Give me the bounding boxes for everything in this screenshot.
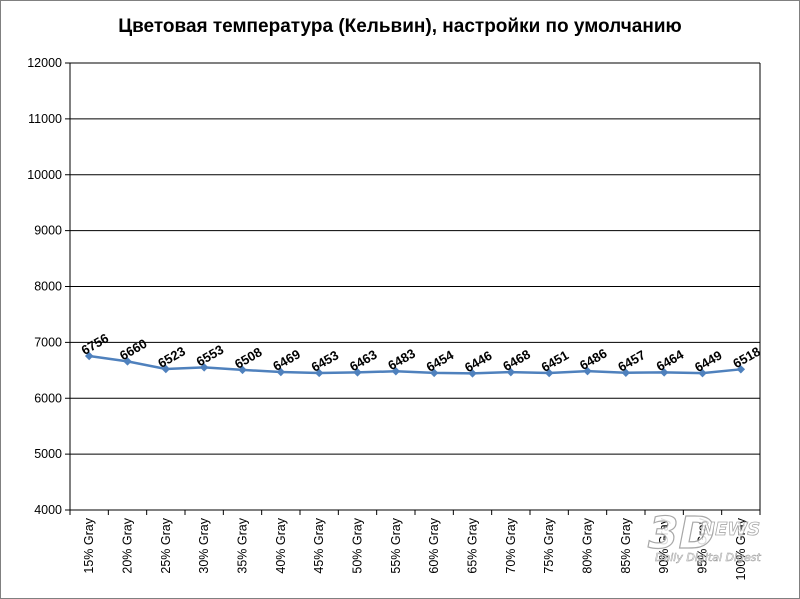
data-label: 6508 (232, 344, 265, 371)
data-label: 6451 (539, 347, 572, 374)
data-label: 6756 (79, 330, 112, 357)
y-tick-label: 5000 (34, 447, 62, 461)
series-line-path (88, 354, 741, 375)
x-tick-label: 30% Gray (197, 517, 211, 573)
watermark-logo: 3D NEWS Daily Digital Digest (647, 507, 762, 564)
y-tick-label: 4000 (34, 503, 62, 517)
y-tick-label: 11000 (28, 112, 62, 126)
x-tick-label: 20% Gray (121, 517, 135, 573)
x-tick-labels: 15% Gray 20% Gray 25% Gray 30% Gray 35% Gray… (82, 517, 748, 580)
y-tick-label: 6000 (34, 391, 62, 405)
data-point (429, 368, 439, 378)
y-tick-label: 7000 (34, 335, 62, 349)
data-label: 6523 (155, 343, 188, 370)
data-label: 6486 (577, 345, 610, 372)
data-point (736, 365, 746, 374)
series-line (88, 354, 741, 375)
data-label: 6446 (462, 348, 495, 375)
data-point (84, 351, 94, 361)
x-tick-label: 15% Gray (82, 517, 96, 573)
x-tick-label: 90% Gray (657, 517, 671, 573)
x-tick-label: 65% Gray (466, 517, 480, 573)
data-label: 6483 (385, 346, 418, 373)
x-tick-label: 55% Gray (389, 517, 403, 573)
x-tick-label: 100% Gray (734, 517, 748, 580)
y-tick-label: 9000 (34, 224, 62, 238)
x-tick-label: 50% Gray (351, 517, 365, 573)
data-label: 6463 (347, 347, 380, 374)
data-point (161, 364, 171, 374)
chart-title: Цветовая температура (Кельвин), настройк… (118, 16, 682, 37)
data-point (123, 357, 132, 366)
watermark-logo-word: NEWS (700, 519, 760, 540)
y-tick-labels: 4000 5000 6000 7000 8000 9000 10000 11000 12000 (27, 56, 62, 517)
data-label: 6660 (117, 336, 150, 363)
data-point (698, 368, 707, 378)
data-label: 6518 (730, 344, 763, 371)
watermark-tagline: Daily Digital Digest (655, 551, 762, 564)
x-tick-label: 60% Gray (427, 517, 441, 573)
x-tick-label: 95% Gray (696, 517, 710, 573)
data-point (621, 368, 631, 377)
data-label: 6469 (270, 346, 303, 373)
data-point (659, 368, 669, 377)
data-markers (84, 351, 746, 378)
data-point (391, 367, 401, 376)
data-point (506, 367, 516, 377)
data-label: 6553 (194, 342, 227, 369)
watermark-logo-mark: 3D (648, 508, 715, 559)
data-point (199, 363, 209, 372)
data-point (583, 366, 592, 376)
y-tick-label: 10000 (27, 168, 62, 182)
x-tick-label: 75% Gray (542, 517, 556, 573)
axes (65, 62, 761, 515)
y-tick-label: 12000 (27, 56, 62, 70)
data-point (468, 369, 477, 378)
x-tick-label: 45% Gray (312, 517, 326, 573)
x-tick-label: 85% Gray (619, 517, 633, 573)
data-point (276, 367, 286, 377)
x-tick-label: 40% Gray (274, 517, 288, 573)
x-tick-label: 35% Gray (236, 517, 250, 573)
data-point (544, 368, 554, 378)
grid-lines (70, 62, 760, 511)
data-label: 6453 (309, 347, 342, 374)
data-label: 6454 (424, 347, 457, 375)
data-label: 6468 (500, 346, 533, 373)
data-label: 6464 (654, 346, 687, 374)
data-point (314, 368, 324, 378)
y-tick-label: 8000 (34, 280, 62, 294)
data-point (353, 368, 362, 377)
data-label: 6457 (615, 347, 648, 374)
data-point (238, 365, 247, 375)
x-tick-label: 25% Gray (159, 517, 173, 573)
x-tick-label: 70% Gray (504, 517, 518, 573)
x-tick-label: 80% Gray (581, 517, 595, 573)
